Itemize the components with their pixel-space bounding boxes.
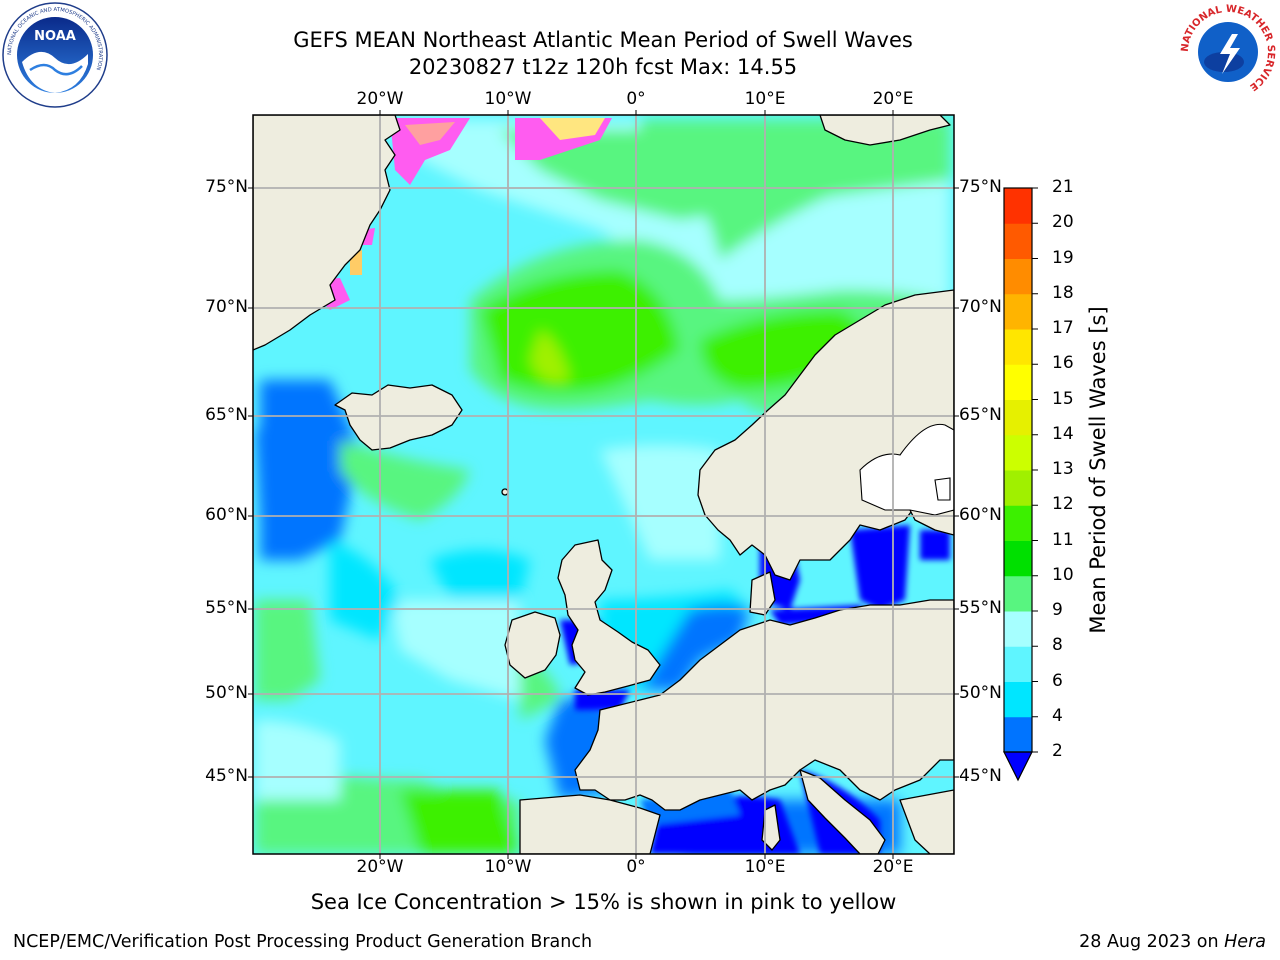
map-frame	[252, 114, 955, 855]
latitude-label: 50°N	[959, 683, 1002, 703]
longitude-label: 20°W	[356, 89, 404, 109]
longitude-label: 20°W	[356, 857, 404, 877]
latitude-label: 60°N	[205, 505, 248, 525]
sea-ice-note: Sea Ice Concentration > 15% is shown in …	[310, 890, 897, 914]
latitude-label: 55°N	[205, 598, 248, 618]
colorbar-label: Mean Period of Swell Waves [s]	[1086, 306, 1110, 634]
nws-logo: NATIONAL WEATHER SERVICE	[1178, 2, 1278, 102]
colorbar-tick-label: 14	[1052, 423, 1074, 444]
sardinia-corsica	[761, 804, 781, 851]
footer-date-text: 28 Aug 2023 on	[1079, 932, 1225, 952]
colorbar-tick-label: 16	[1052, 353, 1074, 374]
colorbar-tick-label: 15	[1052, 388, 1074, 409]
colorbar-tick-label: 8	[1052, 635, 1063, 656]
latitude-label: 60°N	[959, 505, 1002, 525]
svalbard	[819, 115, 951, 146]
map-gridlines	[253, 115, 954, 854]
latitude-label: 65°N	[959, 405, 1002, 425]
colorbar-tick-label: 12	[1052, 494, 1074, 515]
map-title: GEFS MEAN Northeast Atlantic Mean Period…	[293, 28, 913, 52]
swell-period-contours	[255, 120, 950, 854]
latitude-label: 70°N	[205, 297, 248, 317]
latitude-label: 55°N	[959, 598, 1002, 618]
longitude-label: 10°W	[484, 89, 532, 109]
noaa-logo-text: NOAA	[34, 29, 76, 44]
footer-credit: NCEP/EMC/Verification Post Processing Pr…	[13, 932, 593, 952]
latitude-label: 75°N	[205, 177, 248, 197]
colorbar-tick-label: 6	[1052, 670, 1063, 691]
latitude-label: 45°N	[959, 766, 1002, 786]
longitude-label: 10°E	[744, 89, 786, 109]
noaa-logo: NATIONAL OCEANIC AND ATMOSPHERIC ADMINIS…	[2, 2, 108, 108]
latitude-label: 45°N	[205, 766, 248, 786]
colorbar-tick-label: 18	[1052, 282, 1074, 303]
longitude-label: 0°	[626, 89, 646, 109]
colorbar-tick-label: 19	[1052, 247, 1074, 268]
lake-ladoga	[934, 477, 951, 501]
colorbar-tick-label: 2	[1052, 741, 1063, 761]
colorbar-tick-label: 21	[1052, 177, 1074, 197]
iceland	[334, 384, 463, 451]
latitude-label: 65°N	[205, 405, 248, 425]
lakes	[859, 423, 954, 516]
great-britain	[557, 539, 661, 696]
longitude-label: 10°E	[744, 857, 786, 877]
colorbar-tick-label: 17	[1052, 318, 1074, 338]
footer-date: 28 Aug 2023 on Hera	[1079, 932, 1266, 952]
longitude-label: 20°E	[872, 89, 914, 109]
map-ticks	[248, 110, 959, 859]
gulf-of-bothnia-white	[859, 423, 954, 516]
colorbar-tick-label: 11	[1052, 529, 1074, 550]
latitude-label: 75°N	[959, 177, 1002, 197]
sea-ice-patches	[318, 118, 612, 310]
longitude-label: 20°E	[872, 857, 914, 877]
italy	[799, 769, 886, 854]
colorbar-tick-label: 9	[1052, 600, 1063, 620]
colorbar-tick-label: 20	[1052, 212, 1074, 233]
map-subtitle: 20230827 t12z 120h fcst Max: 14.55	[408, 55, 798, 79]
longitude-label: 10°W	[484, 857, 532, 877]
longitude-label: 0°	[626, 857, 646, 877]
latitude-label: 50°N	[205, 683, 248, 703]
latitude-label: 70°N	[959, 297, 1002, 317]
colorbar-tick-label: 4	[1052, 705, 1063, 726]
colorbar-tick-label: 13	[1052, 459, 1074, 479]
denmark	[749, 571, 776, 616]
footer-machine: Hera	[1224, 932, 1266, 952]
colorbar-tick-label: 10	[1052, 564, 1074, 585]
balkans	[899, 789, 954, 854]
iberia	[519, 794, 661, 854]
greenland	[253, 115, 401, 351]
